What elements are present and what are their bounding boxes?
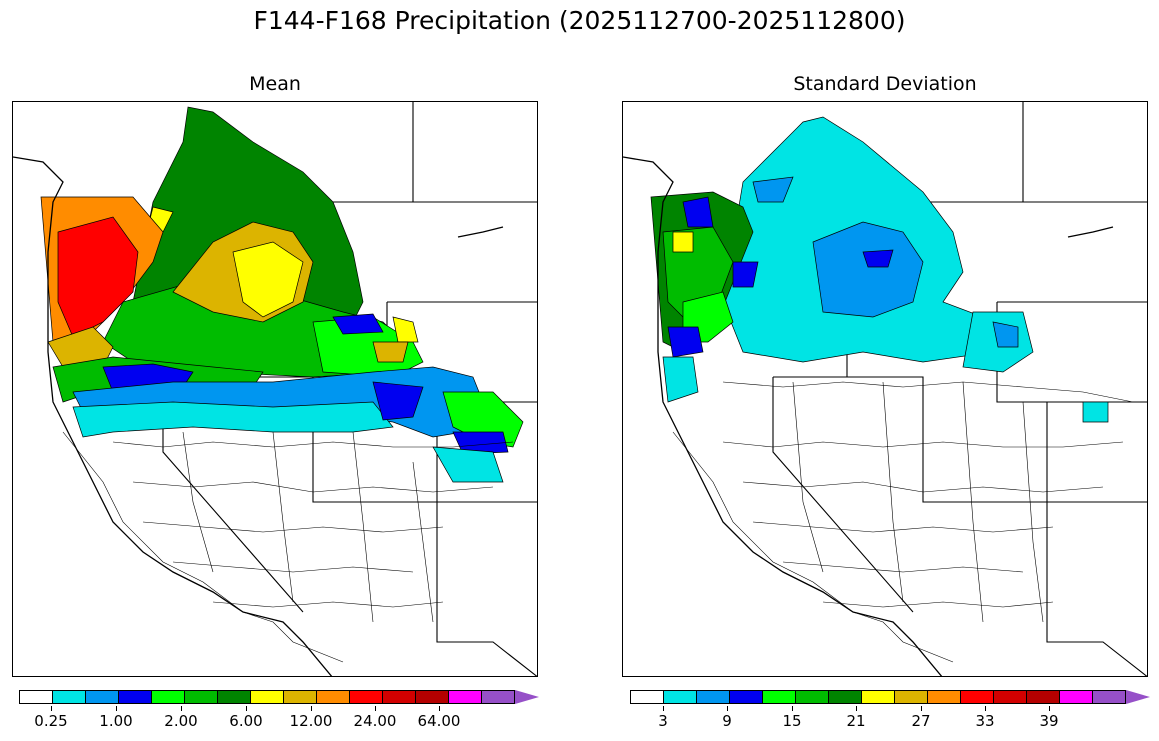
- mean-map-canvas: [13, 102, 537, 676]
- stddev-colorbar: [630, 690, 1150, 704]
- stddev-colorbar-ticks: 3 9 15 21 27 33 39: [630, 706, 1130, 736]
- tick-label: 64.00: [417, 712, 461, 730]
- tick-label: 1.00: [99, 712, 133, 730]
- stddev-map-canvas: [623, 102, 1147, 676]
- tick-label: 2.00: [164, 712, 198, 730]
- tick-label: 3: [658, 712, 668, 730]
- mean-panel-title: Mean: [249, 73, 301, 95]
- tick-label: 24.00: [353, 712, 397, 730]
- mean-colorbar-ticks: 0.25 1.00 2.00 6.00 12.00 24.00 64.00: [19, 706, 519, 736]
- mean-colorbar: [19, 690, 539, 704]
- stddev-panel-title: Standard Deviation: [793, 73, 977, 95]
- mean-map: [12, 101, 538, 677]
- tick-label: 0.25: [34, 712, 68, 730]
- tick-label: 33: [975, 712, 995, 730]
- figure-title: F144-F168 Precipitation (2025112700-2025…: [253, 6, 906, 35]
- stddev-map: [622, 101, 1148, 677]
- tick-label: 12.00: [289, 712, 333, 730]
- tick-label: 39: [1039, 712, 1059, 730]
- tick-label: 21: [846, 712, 866, 730]
- tick-label: 6.00: [229, 712, 263, 730]
- tick-label: 27: [911, 712, 931, 730]
- tick-label: 15: [782, 712, 802, 730]
- tick-label: 9: [722, 712, 732, 730]
